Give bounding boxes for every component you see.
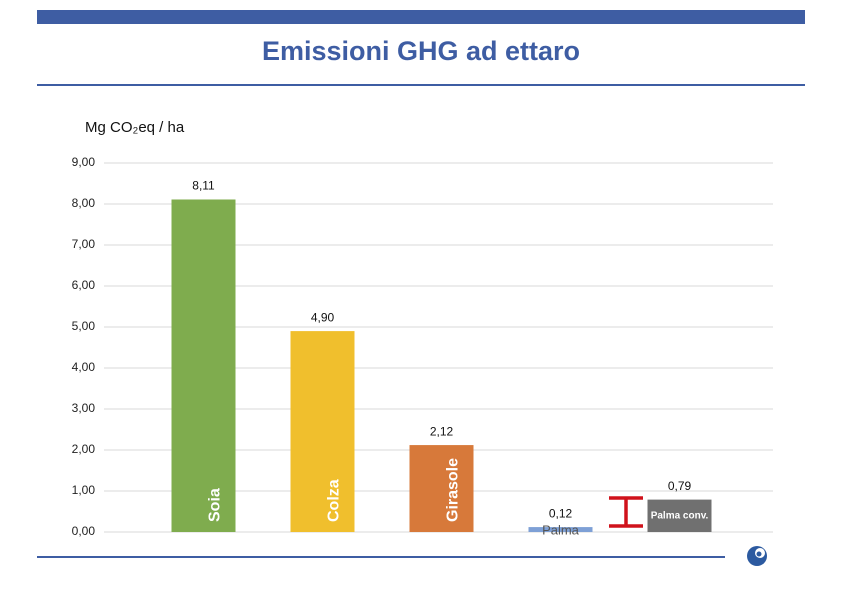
bar [528, 527, 593, 532]
y-tick-label: 6,00 [72, 278, 96, 292]
range-marker [609, 496, 643, 528]
category-label: Palma conv. [651, 510, 709, 521]
value-label: 2,12 [430, 424, 454, 438]
y-tick-label: 1,00 [72, 483, 96, 497]
category-label: Colza [326, 479, 343, 522]
y-tick-label: 9,00 [72, 155, 96, 169]
y-tick-label: 7,00 [72, 237, 96, 251]
value-label: 8,11 [192, 179, 215, 193]
y-tick-label: 0,00 [72, 524, 96, 538]
category-label: Palma [542, 522, 580, 537]
value-label: 0,12 [549, 506, 573, 520]
bar [171, 199, 236, 533]
top-bar [37, 10, 805, 24]
y-tick-label: 2,00 [72, 442, 96, 456]
y-tick-label: 4,00 [72, 360, 96, 374]
category-label: Girasole [445, 458, 462, 522]
category-label: Soia [207, 488, 224, 522]
value-label: 0,79 [668, 479, 692, 493]
y-tick-label: 5,00 [72, 319, 96, 333]
bar [290, 331, 355, 532]
chart-title: Emissioni GHG ad ettaro [262, 36, 580, 66]
y-axis-label: Mg CO₂eq / ha [85, 119, 185, 136]
logo [747, 546, 767, 566]
bar [409, 445, 474, 532]
y-tick-label: 3,00 [72, 401, 96, 415]
bar [647, 499, 712, 532]
y-tick-label: 8,00 [72, 196, 96, 210]
value-label: 4,90 [311, 310, 335, 324]
